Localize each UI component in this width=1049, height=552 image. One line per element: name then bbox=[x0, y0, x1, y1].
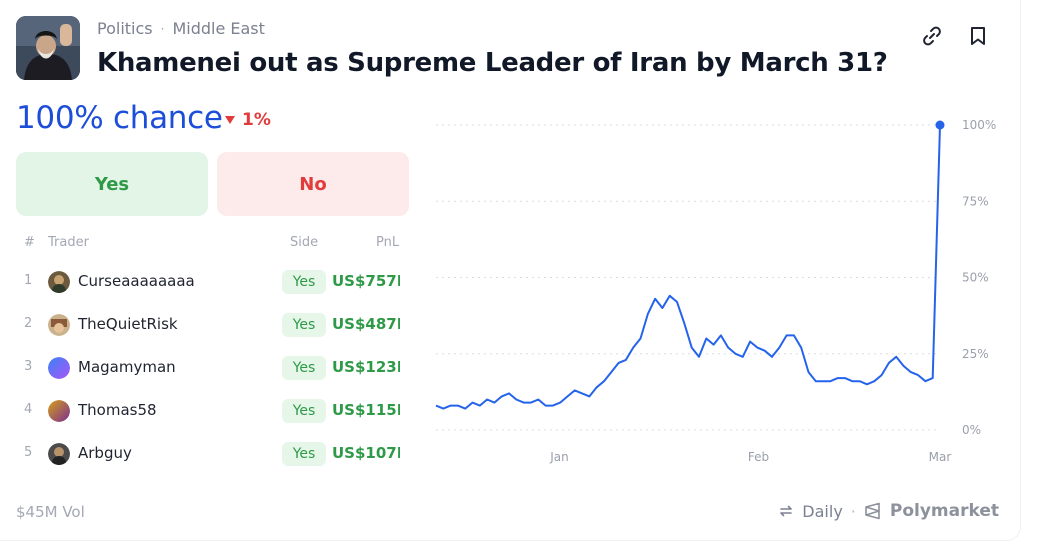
trader-pnl: US$757K bbox=[332, 272, 400, 290]
chance-delta: 1% bbox=[224, 110, 271, 130]
last-point-marker bbox=[935, 120, 945, 130]
market-image bbox=[16, 16, 80, 80]
footer-separator: · bbox=[850, 501, 856, 521]
trader-rank: 5 bbox=[24, 445, 33, 460]
traders-header: # Trader Side PnL bbox=[0, 235, 420, 251]
trader-rank: 1 bbox=[24, 273, 33, 288]
buy-no-button[interactable]: No bbox=[217, 152, 409, 216]
trader-avatar bbox=[48, 271, 70, 293]
repeat-icon bbox=[780, 505, 793, 517]
y-tick-label: 50% bbox=[962, 271, 989, 285]
y-tick-label: 75% bbox=[962, 194, 989, 208]
buy-yes-button[interactable]: Yes bbox=[16, 152, 208, 216]
y-tick-label: 25% bbox=[962, 347, 989, 361]
col-pnl: PnL bbox=[376, 235, 400, 250]
trader-pnl: US$487K bbox=[332, 315, 400, 333]
trader-side: Yes bbox=[282, 399, 326, 423]
x-tick-label: Feb bbox=[748, 450, 769, 464]
col-trader: Trader bbox=[48, 235, 89, 250]
bookmark-icon[interactable] bbox=[966, 24, 990, 48]
trader-name[interactable]: TheQuietRisk bbox=[78, 315, 178, 333]
trader-pnl: US$107K bbox=[332, 444, 400, 462]
trader-row[interactable]: 3 Magamyman Yes US$123K bbox=[0, 351, 420, 385]
trader-rank: 3 bbox=[24, 359, 33, 374]
x-tick-label: Jan bbox=[549, 450, 569, 464]
trader-row[interactable]: 4 Thomas58 Yes US$115K bbox=[0, 394, 420, 428]
series-line bbox=[435, 124, 941, 410]
trader-pnl: US$115K bbox=[332, 401, 400, 419]
breadcrumb-separator: · bbox=[160, 21, 165, 36]
trader-pnl: US$123K bbox=[332, 358, 400, 376]
brand-name: Polymarket bbox=[889, 501, 999, 521]
interval-toggle[interactable]: Daily bbox=[802, 501, 843, 521]
trader-side: Yes bbox=[282, 270, 326, 294]
trader-avatar bbox=[48, 400, 70, 422]
trader-side: Yes bbox=[282, 356, 326, 380]
trader-rank: 4 bbox=[24, 402, 33, 417]
breadcrumb-subcategory[interactable]: Middle East bbox=[172, 19, 265, 38]
breadcrumb-category[interactable]: Politics bbox=[97, 19, 153, 38]
volume: $45M Vol bbox=[16, 503, 85, 521]
trader-row[interactable]: 1 Curseaaaaaaaa Yes US$757K bbox=[0, 265, 420, 299]
trader-rank: 2 bbox=[24, 316, 33, 331]
trader-name[interactable]: Thomas58 bbox=[78, 401, 157, 419]
trader-side: Yes bbox=[282, 313, 326, 337]
trader-name[interactable]: Curseaaaaaaaa bbox=[78, 272, 195, 290]
trader-avatar bbox=[48, 443, 70, 465]
polymarket-logo-icon bbox=[865, 502, 880, 520]
trader-name[interactable]: Magamyman bbox=[78, 358, 176, 376]
trader-side: Yes bbox=[282, 442, 326, 466]
trader-row[interactable]: 5 Arbguy Yes US$107K bbox=[0, 437, 420, 471]
y-tick-label: 100% bbox=[962, 118, 996, 132]
x-tick-label: Mar bbox=[929, 450, 952, 464]
chart-footer: Daily · Polymarket bbox=[778, 501, 999, 521]
col-side: Side bbox=[290, 235, 319, 250]
trader-avatar bbox=[48, 314, 70, 336]
col-rank: # bbox=[24, 235, 35, 250]
price-chart[interactable]: 100% 75% 50% 25% 0% Jan Feb Mar bbox=[430, 100, 1010, 480]
market-card: Politics · Middle East Khamenei out as S… bbox=[0, 0, 1021, 541]
chance-value: 100% chance bbox=[16, 100, 223, 136]
breadcrumb: Politics · Middle East bbox=[97, 19, 265, 38]
delta-value: 1% bbox=[242, 110, 271, 130]
triangle-down-icon bbox=[225, 116, 235, 124]
y-tick-label: 0% bbox=[962, 423, 981, 437]
trader-name[interactable]: Arbguy bbox=[78, 444, 132, 462]
trader-row[interactable]: 2 TheQuietRisk Yes US$487K bbox=[0, 308, 420, 342]
link-icon[interactable] bbox=[920, 24, 944, 48]
market-title[interactable]: Khamenei out as Supreme Leader of Iran b… bbox=[97, 48, 888, 78]
trader-avatar bbox=[48, 357, 70, 379]
